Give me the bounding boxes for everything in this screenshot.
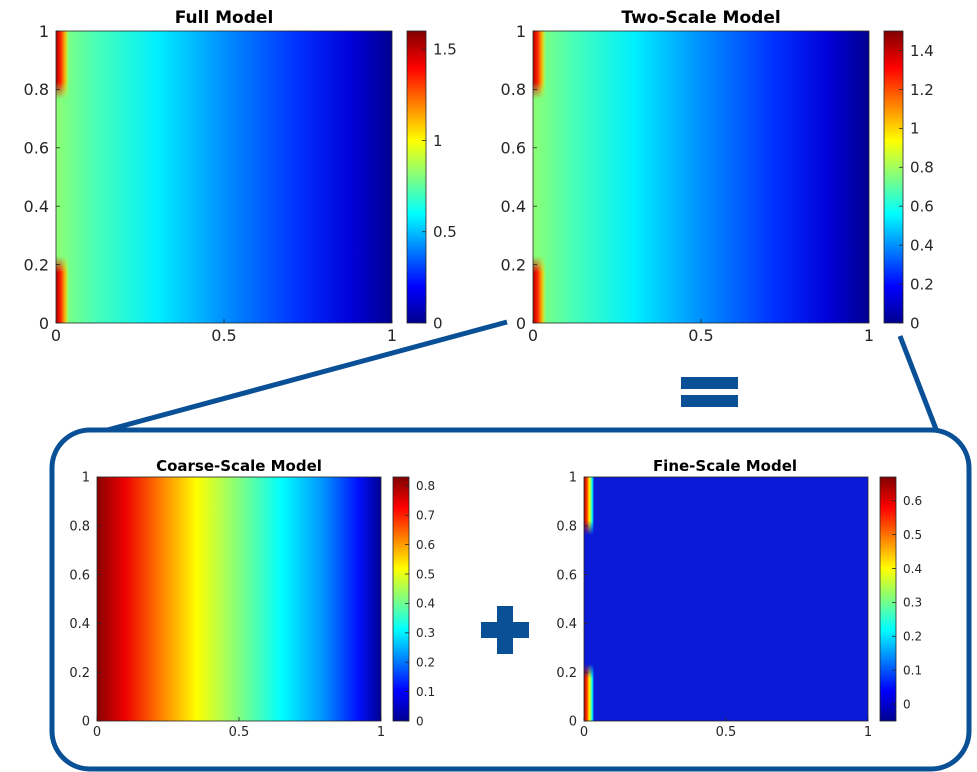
panel-coarse-scale-model: Coarse-Scale Model 0 0.2 0.4 0.6 0.8 1 0 0.5 1 0… — [69, 457, 435, 740]
x-tick-label: 0 — [51, 326, 61, 345]
colorbar-tick-label: 0.2 — [903, 630, 922, 644]
y-tick-label: 0 — [569, 715, 577, 730]
x-tick-label: 0 — [528, 326, 538, 345]
colorbar-tick-label: 1 — [910, 120, 920, 138]
chart-title: Coarse-Scale Model — [156, 457, 322, 475]
y-tick-label: 0.6 — [69, 568, 90, 583]
colorbar-tick-label: 1.2 — [910, 81, 934, 99]
colorbar-tick-label: 1.4 — [910, 42, 934, 60]
x-tick-label: 0 — [580, 725, 588, 740]
heatmap-field — [533, 31, 869, 323]
x-tick-label: 1 — [387, 326, 397, 345]
y-tick-label: 0.6 — [24, 139, 49, 158]
y-tick-label: 0.8 — [69, 519, 90, 534]
colorbar-tick-label: 0.3 — [416, 626, 435, 640]
equals-icon — [681, 377, 738, 407]
colorbar-tick-label: 0.2 — [910, 275, 934, 293]
colorbar-tick-label: 0.4 — [903, 562, 922, 576]
colorbar — [393, 477, 409, 721]
y-tick-label: 0.4 — [24, 197, 49, 216]
y-tick-label: 0.2 — [24, 255, 49, 274]
zoom-line-left — [99, 319, 508, 435]
y-tick-label: 1 — [39, 22, 49, 41]
y-tick-label: 0.8 — [556, 519, 577, 534]
y-tick-label: 1 — [82, 471, 90, 486]
chart-title: Full Model — [175, 8, 274, 28]
colorbar — [880, 477, 896, 721]
y-tick-label: 0.2 — [69, 666, 90, 681]
panel-fine-scale-model: Fine-Scale Model 0 0.2 0.4 0.6 0.8 1 0 0.5 1 0 0.… — [556, 457, 922, 740]
x-tick-label: 0.5 — [211, 326, 236, 345]
colorbar-tick-label: 0.5 — [433, 223, 457, 241]
x-tick-label: 0.5 — [229, 725, 250, 740]
colorbar-tick-label: 0.7 — [416, 509, 435, 523]
chart-title: Two-Scale Model — [621, 8, 780, 28]
colorbar-tick-label: 0.1 — [416, 685, 435, 699]
colorbar-tick-label: 0.4 — [416, 597, 435, 611]
colorbar — [884, 31, 903, 323]
y-tick-label: 0.4 — [501, 197, 526, 216]
colorbar-tick-label: 1.5 — [433, 41, 457, 59]
y-tick-label: 0.8 — [501, 80, 526, 99]
colorbar — [407, 31, 426, 323]
chart-title: Fine-Scale Model — [653, 457, 797, 475]
x-tick-label: 0.5 — [716, 725, 737, 740]
colorbar-tick-label: 0.3 — [903, 596, 922, 610]
x-tick-label: 1 — [864, 326, 874, 345]
panel-full-model: Full Model 0 0.2 0.4 0.6 0.8 1 0 0.5 1 0 0.5 1 1.5 — [24, 8, 457, 345]
heatmap-field — [56, 31, 392, 323]
colorbar-tick-label: 0.6 — [416, 538, 435, 552]
y-tick-label: 0.2 — [556, 666, 577, 681]
colorbar-tick-label: 0.6 — [910, 198, 934, 216]
y-tick-label: 0.6 — [501, 139, 526, 158]
colorbar-tick-label: 0 — [416, 714, 424, 728]
colorbar-tick-label: 0.2 — [416, 656, 435, 670]
panel-two-scale-model: Two-Scale Model 0 0.2 0.4 0.6 0.8 1 0 0.5 1 0 0.2… — [501, 8, 934, 345]
y-tick-label: 1 — [569, 471, 577, 486]
y-tick-label: 0.4 — [556, 617, 577, 632]
plus-icon — [481, 606, 529, 654]
colorbar-tick-label: 0 — [433, 314, 443, 332]
y-tick-label: 0.2 — [501, 255, 526, 274]
heatmap-field — [97, 477, 381, 721]
y-tick-label: 0.6 — [556, 568, 577, 583]
colorbar-box — [883, 30, 904, 324]
colorbar-tick-label: 0.6 — [903, 494, 922, 508]
colorbar-tick-label: 0 — [910, 314, 920, 332]
colorbar-tick-label: 0 — [903, 697, 911, 711]
colorbar-tick-label: 0.5 — [416, 567, 435, 581]
y-tick-label: 0 — [39, 314, 49, 333]
y-tick-label: 0 — [516, 314, 526, 333]
x-tick-label: 1 — [864, 725, 872, 740]
colorbar-tick-label: 1 — [433, 132, 443, 150]
x-tick-label: 0.5 — [688, 326, 713, 345]
colorbar-tick-label: 0.4 — [910, 237, 934, 255]
colorbar-tick-label: 0.5 — [903, 528, 922, 542]
y-tick-label: 0.4 — [69, 617, 90, 632]
x-tick-label: 0 — [93, 725, 101, 740]
colorbar-tick-label: 0.8 — [910, 159, 934, 177]
y-tick-label: 1 — [516, 22, 526, 41]
heatmap-field — [584, 477, 868, 721]
colorbar-tick-label: 0.8 — [416, 479, 435, 493]
colorbar-box — [879, 476, 897, 722]
colorbar-box — [406, 30, 427, 324]
x-tick-label: 1 — [377, 725, 385, 740]
colorbar-tick-label: 0.1 — [903, 663, 922, 677]
colorbar-box — [392, 476, 410, 722]
y-tick-label: 0 — [82, 715, 90, 730]
y-tick-label: 0.8 — [24, 80, 49, 99]
